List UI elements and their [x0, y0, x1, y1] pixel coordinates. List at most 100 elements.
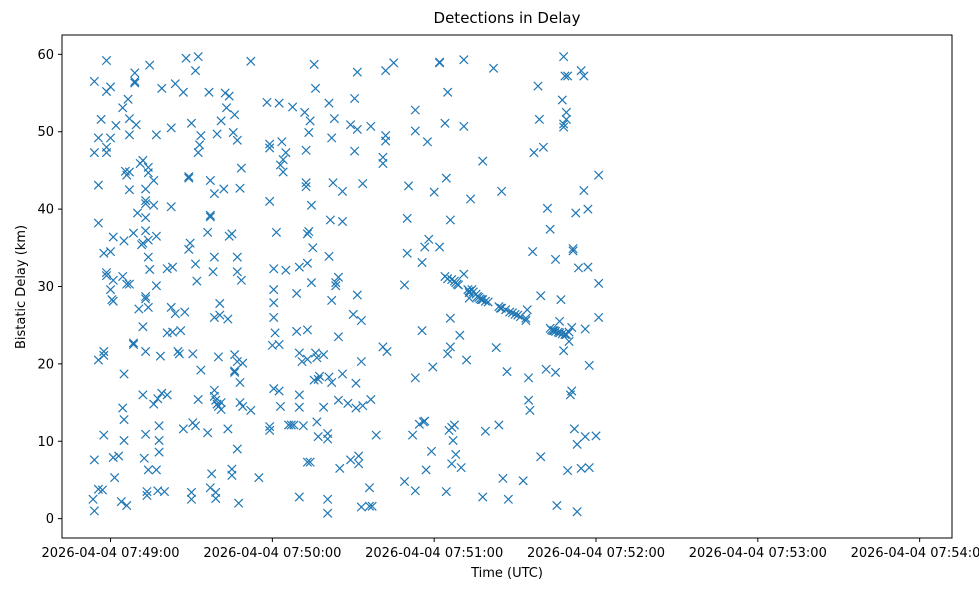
data-point — [170, 308, 180, 319]
data-point — [536, 291, 546, 301]
data-point — [232, 135, 242, 145]
data-point — [312, 417, 322, 427]
data-point — [356, 356, 366, 367]
data-point — [281, 148, 291, 158]
data-point — [215, 298, 225, 309]
data-point — [527, 247, 538, 257]
data-point — [269, 298, 279, 308]
data-point — [523, 373, 534, 383]
data-point — [564, 327, 574, 337]
data-point — [402, 248, 412, 258]
data-point — [124, 130, 135, 140]
data-point — [594, 170, 604, 180]
data-point — [151, 465, 162, 475]
data-point — [301, 182, 311, 192]
data-point — [254, 473, 264, 483]
y-tick-label: 10 — [37, 435, 54, 450]
data-point — [166, 123, 176, 133]
data-point — [324, 251, 334, 261]
data-point — [522, 305, 532, 315]
data-point — [105, 133, 116, 143]
data-point — [166, 202, 176, 212]
data-point — [356, 502, 366, 512]
data-point — [327, 133, 337, 143]
data-point — [529, 148, 539, 158]
data-point — [569, 424, 580, 434]
data-point — [232, 356, 242, 367]
data-point — [209, 252, 220, 262]
data-point — [356, 315, 366, 326]
data-point — [576, 65, 586, 76]
data-point — [274, 386, 284, 396]
data-point — [567, 386, 577, 396]
data-point — [196, 365, 206, 375]
data-point — [170, 79, 180, 89]
data-point — [327, 295, 337, 306]
data-point — [162, 264, 172, 274]
data-point — [367, 501, 377, 511]
data-point — [180, 307, 190, 317]
data-point — [309, 59, 319, 70]
data-point — [354, 459, 364, 469]
data-point — [337, 216, 348, 227]
data-point — [246, 56, 256, 66]
x-tick-label: 2026-04-04 07:49:00 — [42, 546, 180, 561]
data-point — [274, 339, 284, 350]
data-point — [154, 447, 164, 457]
data-point — [480, 426, 491, 436]
data-point — [190, 259, 201, 269]
x-tick-label: 2026-04-04 07:53:00 — [689, 546, 827, 561]
data-point — [465, 194, 476, 204]
data-point — [153, 394, 163, 404]
data-point — [184, 171, 194, 182]
data-point — [572, 507, 582, 517]
data-point — [265, 425, 275, 436]
y-tick-label: 0 — [46, 512, 54, 527]
data-point — [294, 390, 304, 400]
data-point — [174, 349, 184, 359]
data-point — [123, 94, 133, 104]
data-point — [496, 186, 507, 196]
data-point — [224, 91, 234, 101]
data-point — [235, 397, 245, 408]
data-point — [410, 373, 420, 383]
data-point — [358, 178, 368, 189]
data-point — [188, 349, 198, 359]
data-point — [229, 349, 240, 360]
data-point — [498, 473, 508, 484]
data-point — [399, 280, 410, 290]
data-point — [378, 152, 388, 162]
data-point — [138, 238, 148, 248]
data-point — [545, 224, 555, 234]
data-point — [219, 184, 229, 194]
data-point — [366, 121, 376, 131]
data-point — [464, 293, 474, 303]
data-point — [294, 262, 304, 272]
data-point — [99, 350, 109, 360]
data-point — [494, 420, 504, 430]
data-point — [567, 322, 577, 333]
data-point — [238, 401, 248, 412]
data-point — [140, 195, 151, 206]
data-point — [428, 362, 438, 372]
data-point — [294, 492, 304, 502]
data-point — [289, 420, 299, 430]
data-point — [140, 213, 151, 223]
data-point — [550, 254, 561, 265]
data-point — [548, 325, 558, 336]
data-point — [140, 346, 151, 357]
data-point — [238, 358, 248, 368]
data-point — [119, 435, 129, 446]
data-point — [88, 494, 98, 504]
data-point — [478, 295, 488, 305]
data-point — [518, 476, 528, 486]
data-point — [445, 313, 455, 323]
data-point — [323, 494, 333, 504]
data-point — [246, 405, 256, 415]
data-point — [93, 180, 104, 190]
data-point — [205, 210, 215, 220]
data-point — [234, 498, 244, 508]
data-point — [167, 327, 178, 337]
data-point — [274, 98, 284, 108]
data-point — [192, 276, 202, 286]
